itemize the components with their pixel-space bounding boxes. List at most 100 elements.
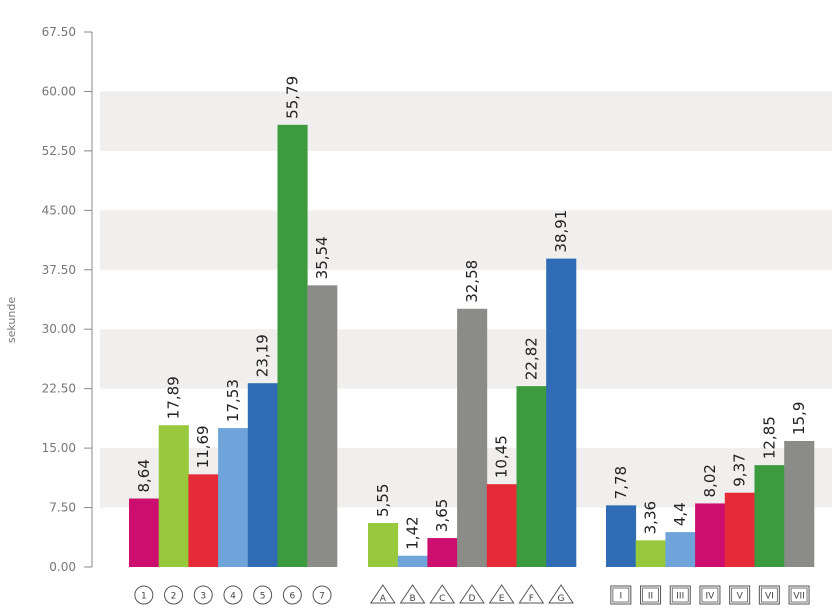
circle-marker [193, 585, 213, 605]
category-label: V [737, 592, 744, 602]
bar [368, 523, 399, 567]
category-label: D [468, 594, 475, 604]
triangle-marker [548, 584, 574, 604]
square-marker-inner [731, 587, 749, 603]
bar [188, 474, 219, 567]
value-label: 3,65 [433, 499, 451, 532]
circle-marker [164, 585, 184, 605]
y-tick-label: 37.50 [42, 263, 76, 277]
square-marker-inner [790, 587, 808, 603]
category-label: 5 [260, 592, 266, 602]
category-label: C [439, 594, 445, 604]
value-label: 8,02 [701, 464, 719, 497]
value-labels: 8,64 17,89 11,69 17,53 23,19 55,79 35,54 5,55 1,… [135, 76, 808, 550]
circle-marker [223, 585, 243, 605]
bar [546, 258, 577, 567]
bar [606, 505, 637, 567]
category-label: B [409, 594, 415, 604]
y-tick-label: 60.00 [42, 84, 76, 98]
category-label: VII [793, 592, 804, 602]
value-label: 3,36 [642, 501, 660, 534]
value-label: 32,58 [463, 260, 481, 303]
category-label: 3 [200, 592, 206, 602]
bar [129, 498, 160, 567]
square-marker-inner [642, 587, 659, 603]
y-tick-label: 45.00 [42, 203, 76, 217]
grid-band [100, 91, 832, 151]
category-markers: 1 2 3 4 5 6 7 A B C D E F G I II III IV V VI VII [134, 584, 810, 605]
triangle-marker [429, 584, 456, 604]
category-label: 1 [141, 592, 147, 602]
bar [635, 540, 666, 567]
value-label: 8,64 [135, 459, 153, 492]
value-label: 10,45 [493, 435, 511, 478]
bar [427, 538, 458, 567]
category-label: IV [706, 592, 716, 602]
category-label: G [558, 594, 565, 604]
bar [397, 555, 428, 567]
value-label: 38,91 [552, 210, 570, 253]
y-tick-label: 7.50 [49, 501, 76, 515]
y-tick-label: 30.00 [42, 322, 76, 336]
value-label: 9,37 [731, 453, 749, 486]
square-marker [610, 585, 632, 605]
bars [129, 124, 815, 567]
value-label: 22,82 [522, 337, 540, 380]
category-label: 4 [230, 592, 236, 602]
bar [486, 484, 517, 567]
value-label: 12,85 [760, 416, 778, 459]
bar [754, 465, 785, 567]
value-label: 35,54 [313, 236, 331, 279]
square-marker [669, 585, 691, 605]
category-label: III [676, 592, 684, 602]
bar [665, 532, 696, 567]
y-tick-label: 0.00 [49, 560, 76, 574]
square-marker [758, 585, 780, 605]
value-label: 5,55 [374, 484, 392, 517]
category-label: II [648, 592, 653, 602]
triangle-marker [459, 584, 485, 604]
category-label: E [499, 594, 505, 604]
bar [724, 492, 755, 567]
bar [695, 503, 726, 567]
bar [307, 285, 338, 567]
value-label: 11,69 [194, 425, 212, 468]
y-tick-label: 15.00 [42, 441, 76, 455]
triangle-marker [369, 584, 396, 604]
category-label: F [529, 594, 534, 604]
category-label: I [620, 592, 623, 602]
square-marker [729, 585, 751, 605]
y-tick-label: 22.50 [42, 382, 76, 396]
circle-marker [312, 585, 332, 605]
triangle-marker [488, 584, 515, 604]
bar [516, 386, 547, 567]
value-label: 7,78 [612, 466, 630, 499]
y-axis-label: sekunde [5, 297, 18, 343]
value-label: 17,53 [224, 379, 242, 422]
square-marker [788, 585, 810, 605]
grid-band [100, 210, 832, 270]
value-label: 23,19 [254, 334, 272, 377]
value-label: 17,89 [165, 376, 183, 419]
category-label: 2 [171, 592, 177, 602]
square-marker [699, 585, 721, 605]
category-label: A [380, 594, 387, 604]
square-marker-inner [760, 587, 778, 603]
circle-marker [253, 585, 273, 605]
triangle-marker [518, 584, 545, 604]
y-tick-label: 67.50 [42, 25, 76, 39]
circle-marker [134, 585, 154, 605]
circle-marker [282, 585, 302, 605]
category-label: 6 [289, 592, 295, 602]
bar [457, 308, 488, 567]
square-marker-inner [671, 587, 689, 603]
category-label: 7 [319, 592, 325, 602]
value-label: 15,9 [790, 402, 808, 435]
triangle-marker [399, 584, 426, 604]
value-label: 4,4 [671, 502, 689, 526]
value-label: 55,79 [283, 76, 301, 119]
bar [247, 383, 278, 567]
bar [784, 440, 815, 567]
category-label: VI [765, 592, 774, 602]
